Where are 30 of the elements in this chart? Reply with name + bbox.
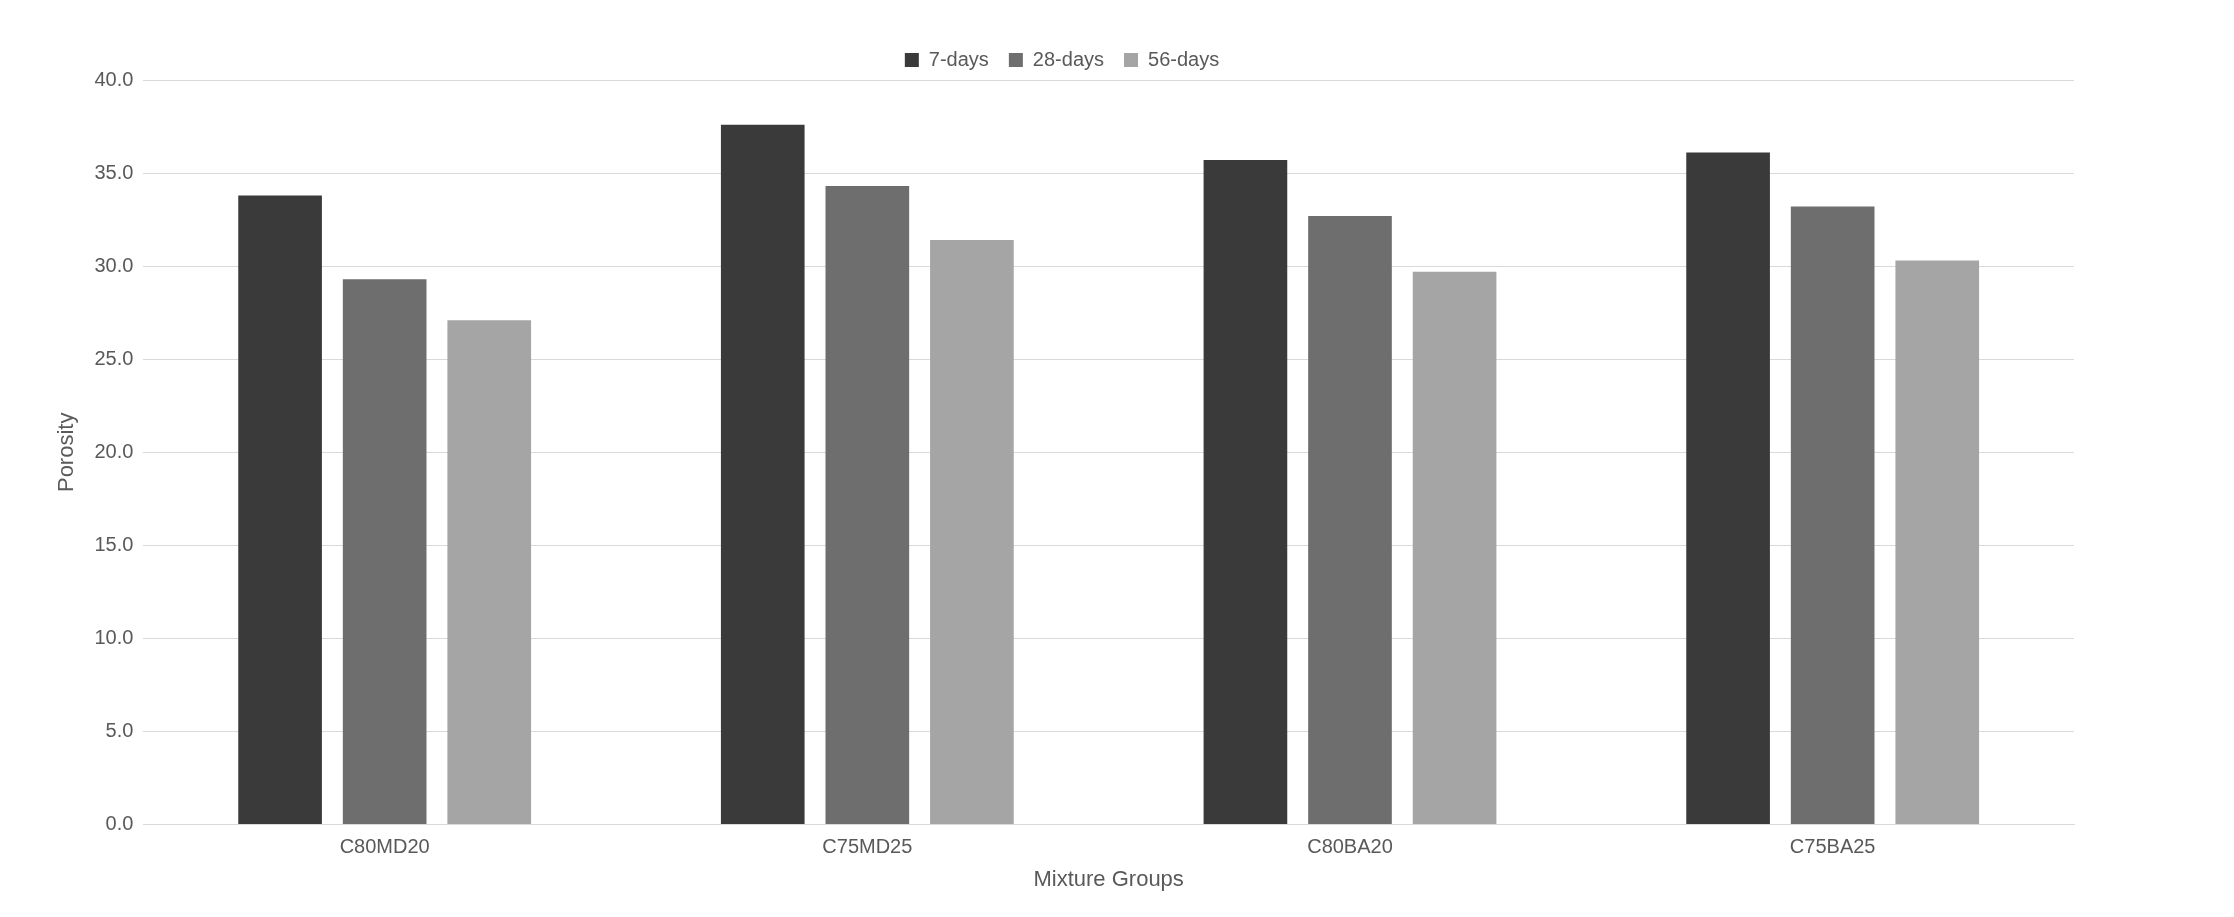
bar — [930, 240, 1014, 825]
legend-label: 56-days — [1148, 47, 1220, 70]
y-tick-label: 10.0 — [94, 625, 134, 648]
bar — [825, 186, 910, 825]
x-tick-label: C80BA20 — [1307, 835, 1393, 858]
y-tick-label: 40.0 — [94, 67, 134, 90]
y-tick-label: 35.0 — [94, 160, 134, 183]
bar — [1412, 271, 1497, 825]
y-tick-label: 5.0 — [105, 719, 134, 742]
y-tick-label: 15.0 — [94, 532, 134, 555]
x-tick-label: C75BA25 — [1789, 835, 1876, 858]
bar — [1686, 152, 1770, 825]
bar — [1203, 160, 1288, 825]
legend-label: 28-days — [1032, 47, 1105, 70]
legend-label: 7-days — [928, 47, 989, 70]
y-tick-label: 25.0 — [94, 346, 134, 369]
bar — [1790, 206, 1875, 825]
y-tick-label: 30.0 — [94, 253, 134, 276]
y-axis-title: Porosity — [53, 412, 79, 493]
x-tick-label: C75MD25 — [822, 835, 913, 858]
bar — [1308, 215, 1392, 825]
bar — [342, 279, 427, 825]
bar — [447, 320, 532, 825]
y-tick-label: 0.0 — [105, 812, 134, 835]
y-tick-label: 20.0 — [94, 439, 134, 462]
bar — [1895, 260, 1980, 825]
bar — [238, 195, 322, 825]
x-axis-title: Mixture Groups — [1033, 865, 1184, 891]
bar — [720, 124, 805, 825]
x-tick-label: C80MD20 — [339, 835, 430, 858]
